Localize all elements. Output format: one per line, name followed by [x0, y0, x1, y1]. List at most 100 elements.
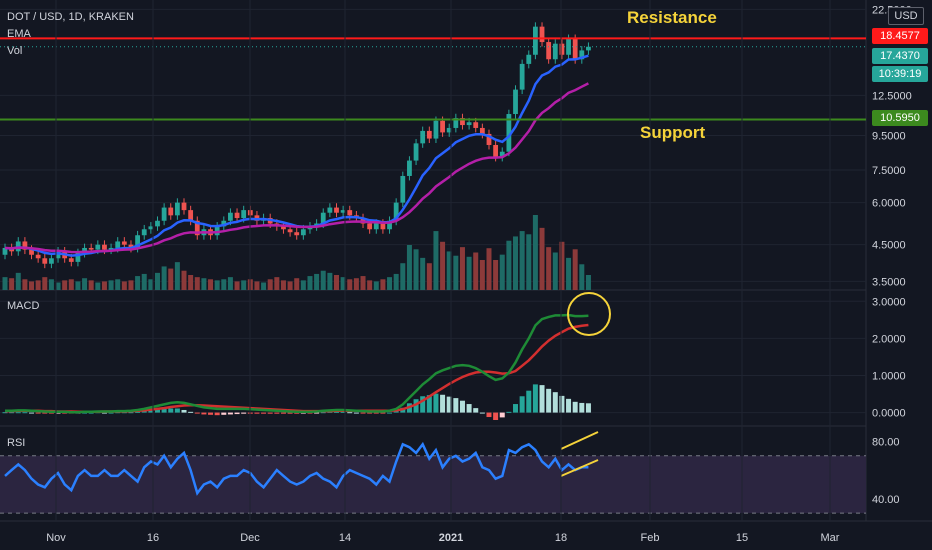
candle [320, 212, 326, 224]
symbol-legend[interactable]: DOT / USD, 1D, KRAKEN [7, 11, 134, 23]
macd-histogram-bar [546, 388, 552, 413]
volume-bar [274, 277, 280, 290]
candle [29, 249, 34, 255]
macd-histogram-bar [227, 412, 233, 415]
volume-bar [519, 231, 525, 290]
volume-bar [559, 241, 565, 290]
candle [327, 207, 333, 213]
rsi-legend[interactable]: RSI [7, 437, 26, 449]
macd-histogram-bar [532, 384, 538, 413]
volume-bar [380, 279, 386, 290]
candle [241, 210, 247, 219]
volume-bar [214, 280, 220, 290]
volume-bar [387, 277, 393, 290]
candle [135, 235, 140, 248]
candle [506, 114, 512, 152]
price-tick-label: 9.5000 [872, 130, 906, 142]
candle [141, 229, 147, 236]
candle [493, 144, 499, 157]
time-tick-label: 14 [339, 532, 351, 544]
candle [367, 223, 373, 230]
macd-histogram-bar [579, 402, 585, 413]
macd-histogram-bar [241, 412, 247, 414]
candle [526, 54, 532, 64]
candle [22, 241, 28, 250]
candle [35, 254, 41, 259]
volume-bar [101, 281, 107, 290]
macd-histogram-bar [426, 395, 432, 413]
volume-bar [115, 279, 121, 290]
candle [287, 229, 293, 233]
resistance-price-tag: 18.4577 [872, 28, 928, 44]
macd-histogram-bar [55, 412, 61, 414]
support-annotation: Support [640, 123, 706, 142]
time-tick-label: 16 [147, 532, 159, 544]
volume-bar [413, 249, 419, 290]
macd-histogram-bar [101, 412, 107, 414]
macd-histogram-bar [35, 412, 41, 414]
volume-bar [15, 272, 21, 290]
candle [128, 244, 134, 248]
ema-legend[interactable]: EMA [7, 28, 31, 40]
volume-bar [479, 260, 485, 290]
candle [115, 241, 121, 248]
macd-tick-label: 2.0000 [872, 333, 906, 345]
macd-histogram-bar [360, 412, 366, 414]
price-tick-label: 3.5000 [872, 276, 906, 288]
volume-bar [154, 272, 160, 290]
candle [572, 38, 578, 60]
price-tick-label: 6.0000 [872, 198, 906, 210]
volume-bar [234, 281, 240, 290]
rsi-tick-label: 80.00 [872, 436, 900, 448]
macd-histogram-bar [287, 412, 293, 414]
volume-bar [208, 279, 214, 290]
volume-bar [566, 257, 572, 290]
volume-bar [108, 280, 114, 290]
macd-histogram-bar [221, 412, 227, 415]
volume-bar [499, 254, 505, 290]
macd-histogram-bar [29, 412, 35, 414]
macd-histogram-bar [2, 412, 8, 414]
volume-bar [327, 272, 333, 290]
macd-histogram-bar [347, 412, 353, 414]
candle [234, 212, 240, 219]
candle [473, 122, 479, 128]
macd-histogram-bar [479, 412, 485, 414]
time-tick-label: 2021 [439, 532, 463, 544]
volume-bar [2, 277, 8, 290]
price-tick-label: 4.5000 [872, 240, 906, 252]
candle [400, 175, 406, 203]
macd-histogram-bar [552, 392, 558, 413]
vol-legend[interactable]: Vol [7, 45, 23, 57]
macd-histogram-bar [367, 412, 373, 414]
candle [148, 226, 154, 230]
macd-histogram-bar [48, 412, 54, 414]
volume-bar [174, 262, 180, 290]
volume-bar [572, 249, 578, 290]
rsi-line [4, 441, 589, 496]
candle [426, 130, 432, 139]
macd-histogram-bar [128, 412, 134, 414]
time-tick-label: Feb [641, 532, 660, 544]
macd-histogram-bar [353, 412, 359, 414]
macd-legend[interactable]: MACD [7, 300, 40, 312]
candle [387, 220, 392, 230]
macd-histogram-bar [393, 411, 399, 413]
volume-bar [294, 278, 300, 290]
time-tick-label: Mar [821, 532, 840, 544]
macd-histogram-bar [473, 408, 479, 413]
candle [453, 118, 459, 128]
macd-histogram-bar [280, 412, 286, 414]
rsi-channel-lower [560, 459, 599, 477]
macd-histogram-bar [493, 412, 499, 420]
macd-tick-label: 0.0000 [872, 408, 906, 420]
macd-histogram-bar [214, 412, 220, 416]
candle [102, 244, 107, 250]
volume-bar [400, 263, 406, 290]
macd-histogram-bar [453, 398, 459, 413]
currency-button[interactable]: USD [888, 7, 924, 25]
macd-histogram-bar [585, 403, 591, 413]
macd-histogram-bar [440, 394, 446, 413]
volume-bar [446, 251, 452, 290]
